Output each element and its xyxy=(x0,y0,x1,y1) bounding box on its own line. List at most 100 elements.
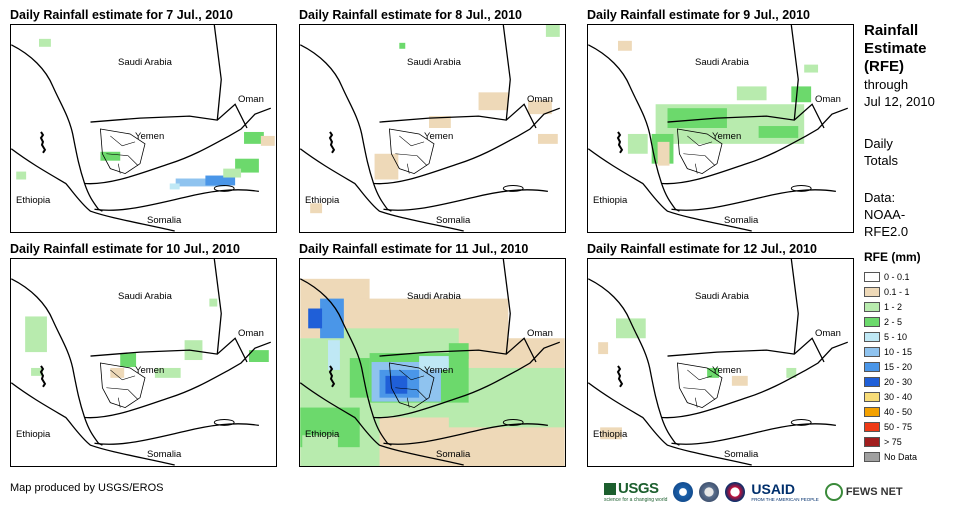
label-saudi-6: Saudi Arabia xyxy=(695,291,749,302)
rainfall-map-4 xyxy=(11,259,271,466)
legend-item: 0.1 - 1 xyxy=(864,284,917,299)
label-oman-1: Oman xyxy=(238,94,264,105)
legend-label: 15 - 20 xyxy=(884,361,913,372)
label-saudi-5: Saudi Arabia xyxy=(407,291,461,302)
sidebar-daily: Daily Totals xyxy=(864,135,898,169)
legend-item: 2 - 5 xyxy=(864,314,917,329)
label-somalia-3: Somalia xyxy=(724,215,759,226)
label-saudi-4: Saudi Arabia xyxy=(118,291,172,302)
map-panel-1: Saudi Arabia Oman Yemen Ethiopia Somalia xyxy=(10,24,277,233)
panel-title-4: Daily Rainfall estimate for 10 Jul., 201… xyxy=(10,242,240,256)
sidebar-daily-line1: Daily xyxy=(864,136,893,151)
usgs-logo: USGS science for a changing world xyxy=(604,480,667,503)
sidebar-through: through xyxy=(864,77,909,92)
label-oman-4: Oman xyxy=(238,328,264,339)
rainfall-map-3 xyxy=(588,25,848,232)
legend-item: > 75 xyxy=(864,434,917,449)
legend-swatch xyxy=(864,316,880,327)
panel-title-5: Daily Rainfall estimate for 11 Jul., 201… xyxy=(299,242,529,256)
usgs-tagline: science for a changing world xyxy=(604,497,668,503)
sidebar-data-line1: Data: xyxy=(864,190,896,205)
label-ethiopia-6: Ethiopia xyxy=(593,429,628,440)
legend-swatch xyxy=(864,391,880,402)
legend-label: 0.1 - 1 xyxy=(884,286,910,297)
legend-swatch xyxy=(864,301,880,312)
panel-title-6: Daily Rainfall estimate for 12 Jul., 201… xyxy=(587,242,817,256)
sidebar-title-line2: Estimate xyxy=(864,40,927,57)
label-yemen-3: Yemen xyxy=(712,131,742,142)
legend-label: 50 - 75 xyxy=(884,421,913,432)
usaid-seal-icon xyxy=(725,481,746,502)
label-ethiopia-3: Ethiopia xyxy=(593,195,628,206)
legend-item: 30 - 40 xyxy=(864,389,917,404)
sidebar-data-source: Data: NOAA- RFE2.0 xyxy=(864,189,908,240)
fews-net-logo: FEWS NET xyxy=(824,482,903,501)
fews-logo-text: FEWS NET xyxy=(845,485,903,498)
doi-seal-icon xyxy=(699,481,720,502)
legend-item: 15 - 20 xyxy=(864,359,917,374)
legend-label: 30 - 40 xyxy=(884,391,913,402)
sidebar-title-line1: Rainfall xyxy=(864,22,919,39)
legend-swatch xyxy=(864,271,880,282)
legend-item: No Data xyxy=(864,449,917,464)
label-saudi-2: Saudi Arabia xyxy=(407,57,461,68)
legend-swatch xyxy=(864,406,880,417)
sidebar-title: Rainfall Estimate (RFE) through Jul 12, … xyxy=(864,22,935,110)
label-yemen-1: Yemen xyxy=(135,131,165,142)
legend-swatch xyxy=(864,361,880,372)
label-saudi-1: Saudi Arabia xyxy=(118,57,172,68)
rainfall-map-2 xyxy=(300,25,560,232)
legend-item: 1 - 2 xyxy=(864,299,917,314)
legend-swatch xyxy=(864,421,880,432)
panel-title-3: Daily Rainfall estimate for 9 Jul., 2010 xyxy=(587,8,811,22)
panel-title-1: Daily Rainfall estimate for 7 Jul., 2010 xyxy=(10,8,234,22)
sidebar-date: Jul 12, 2010 xyxy=(864,94,935,109)
legend-label: 10 - 15 xyxy=(884,346,913,357)
label-ethiopia-1: Ethiopia xyxy=(16,195,51,206)
label-somalia-1: Somalia xyxy=(147,215,182,226)
label-ethiopia-5: Ethiopia xyxy=(305,429,340,440)
legend-swatch xyxy=(864,376,880,387)
legend-swatch xyxy=(864,436,880,447)
sidebar-data-line3: RFE2.0 xyxy=(864,224,909,239)
fews-globe-icon xyxy=(824,482,843,501)
panel-title-2: Daily Rainfall estimate for 8 Jul., 2010 xyxy=(299,8,523,22)
legend-title: RFE (mm) xyxy=(864,250,921,264)
sidebar-data-line2: NOAA- xyxy=(864,207,906,222)
rainfall-map-1 xyxy=(11,25,275,232)
legend-label: 20 - 30 xyxy=(884,376,913,387)
rainfall-map-6 xyxy=(588,259,848,466)
label-ethiopia-2: Ethiopia xyxy=(305,195,340,206)
usaid-logo: USAID FROM THE AMERICAN PEOPLE xyxy=(751,481,818,502)
legend-item: 0 - 0.1 xyxy=(864,269,917,284)
legend-label: 40 - 50 xyxy=(884,406,913,417)
legend-item: 10 - 15 xyxy=(864,344,917,359)
legend-swatch xyxy=(864,451,880,462)
legend-label: 1 - 2 xyxy=(884,301,903,312)
label-oman-2: Oman xyxy=(527,94,553,105)
legend-label: 5 - 10 xyxy=(884,331,908,342)
legend-item: 5 - 10 xyxy=(864,329,917,344)
legend-label: 2 - 5 xyxy=(884,316,903,327)
legend-label: No Data xyxy=(884,451,918,462)
label-ethiopia-4: Ethiopia xyxy=(16,429,51,440)
label-yemen-5: Yemen xyxy=(424,365,454,376)
label-yemen-4: Yemen xyxy=(135,365,165,376)
label-oman-6: Oman xyxy=(815,328,841,339)
legend: 0 - 0.1 0.1 - 1 1 - 2 2 - 5 5 - 10 10 - 15 15 … xyxy=(864,269,917,464)
map-panel-5: Saudi Arabia Oman Yemen Ethiopia Somalia xyxy=(299,258,566,467)
sidebar-title-line3: (RFE) xyxy=(864,58,904,75)
label-somalia-6: Somalia xyxy=(724,449,759,460)
map-panel-3: Saudi Arabia Oman Yemen Ethiopia Somalia xyxy=(587,24,854,233)
map-panel-6: Saudi Arabia Oman Yemen Ethiopia Somalia xyxy=(587,258,854,467)
label-yemen-2: Yemen xyxy=(424,131,454,142)
legend-swatch xyxy=(864,346,880,357)
partner-logos: USGS science for a changing world USAID … xyxy=(604,480,903,503)
map-panel-4: Saudi Arabia Oman Yemen Ethiopia Somalia xyxy=(10,258,277,467)
legend-swatch xyxy=(864,331,880,342)
map-panel-2: Saudi Arabia Oman Yemen Ethiopia Somalia xyxy=(299,24,566,233)
noaa-logo-icon xyxy=(673,481,694,502)
label-somalia-2: Somalia xyxy=(436,215,471,226)
legend-item: 20 - 30 xyxy=(864,374,917,389)
sidebar-daily-line2: Totals xyxy=(864,153,898,168)
